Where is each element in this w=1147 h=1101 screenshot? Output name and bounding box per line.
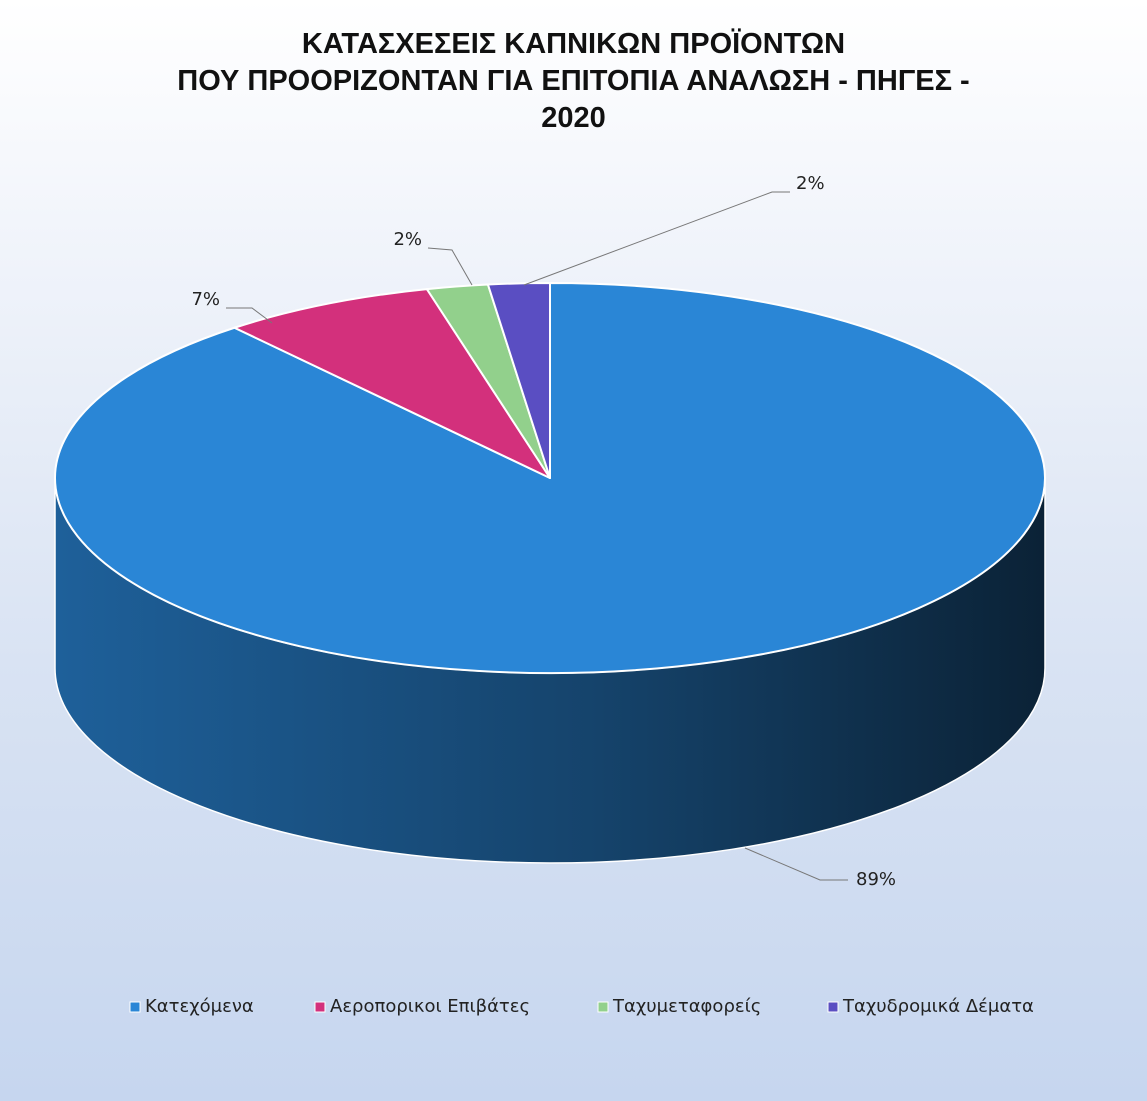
legend-label: Αεροπορικοι Επιβάτες <box>330 996 530 1017</box>
slice <box>233 288 551 479</box>
leader-line <box>427 247 473 286</box>
slice <box>486 282 551 479</box>
legend-swatch <box>597 1001 609 1013</box>
legend-label: Κατεχόμενα <box>145 996 254 1017</box>
legend-swatch <box>129 1001 141 1013</box>
legend-swatch <box>827 1001 839 1013</box>
data-label: 2% <box>393 229 422 250</box>
data-label: 2% <box>796 173 825 194</box>
legend-label: Ταχυμεταφορείς <box>612 996 761 1017</box>
leader-line <box>226 307 273 324</box>
data-label: 89% <box>856 869 896 890</box>
leader-line <box>744 847 848 881</box>
chart-title: ΚΑΤΑΣΧΕΣΕΙΣ ΚΑΠΝΙΚΩΝ ΠΡΟΪΟΝΤΩΝ ΠΟΥ ΠΡΟΟΡ… <box>177 28 970 134</box>
legend-swatch <box>314 1001 326 1013</box>
data-label: 7% <box>191 289 220 310</box>
legend-label: Ταχυδρομικά Δέματα <box>842 996 1034 1017</box>
leader-line <box>523 191 790 286</box>
